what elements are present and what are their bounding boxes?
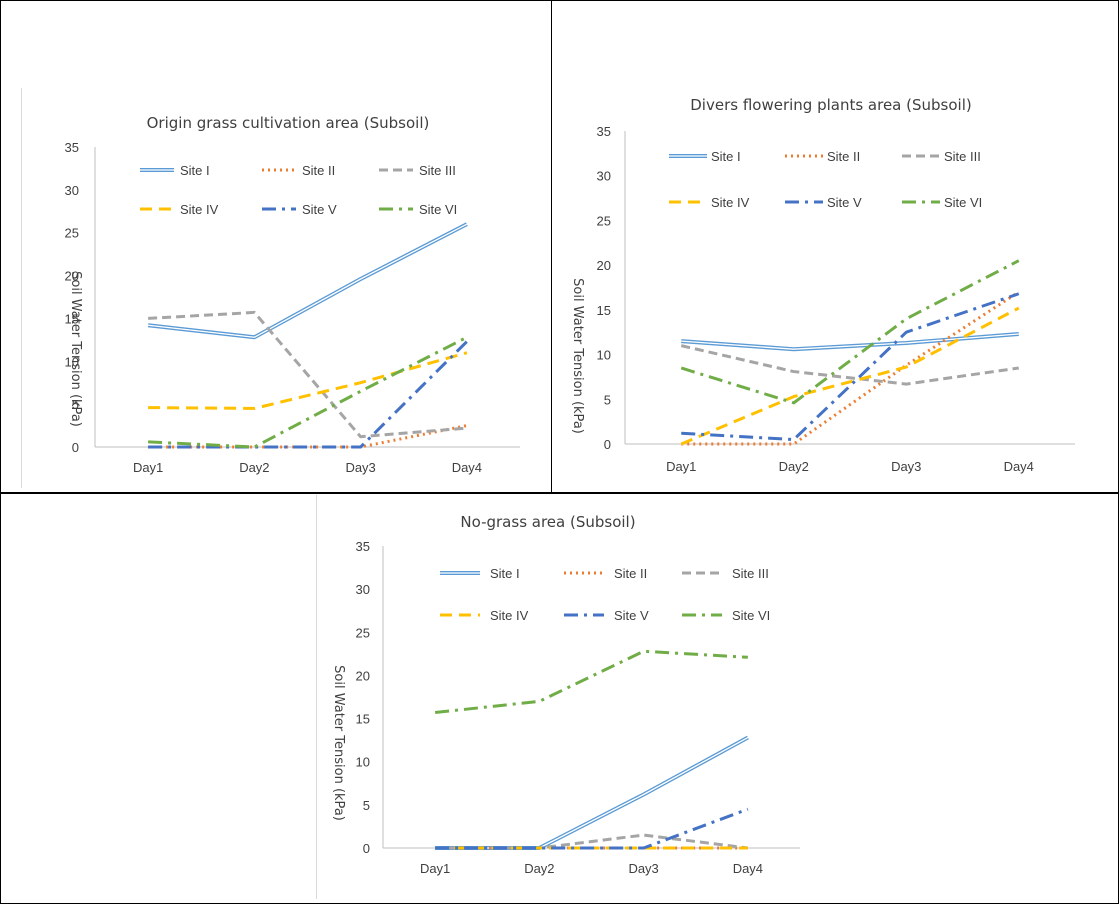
legend-label: Site II — [614, 566, 647, 581]
legend-item-2: Site II — [785, 149, 860, 164]
y-tick-label: 30 — [356, 582, 370, 597]
y-axis-label: Soil Water Tension (kPa) — [570, 278, 585, 434]
legend-item-5: Site V — [262, 202, 337, 217]
y-tick-label: 20 — [356, 668, 370, 683]
legend-label: Site IV — [490, 608, 529, 623]
y-tick-label: 10 — [597, 348, 611, 363]
legend-item-5: Site V — [785, 195, 862, 210]
y-tick-label: 35 — [356, 539, 370, 554]
y-tick-label: 15 — [65, 311, 79, 326]
legend-item-5: Site V — [564, 608, 649, 623]
legend-label: Site VI — [944, 195, 982, 210]
y-tick-label: 15 — [356, 712, 370, 727]
y-tick-label: 20 — [597, 258, 611, 273]
y-tick-label: 0 — [604, 437, 611, 452]
series-line-3 — [435, 833, 749, 850]
y-tick-label: 20 — [65, 269, 79, 284]
x-tick-label: Day4 — [1004, 459, 1034, 474]
legend-item-2: Site II — [564, 566, 647, 581]
x-tick-label: Day3 — [891, 459, 921, 474]
y-tick-label: 5 — [72, 397, 79, 412]
legend-item-3: Site III — [379, 163, 456, 178]
legend-label: Site III — [732, 566, 769, 581]
series-line-2 — [681, 290, 1020, 446]
y-tick-label: 25 — [597, 213, 611, 228]
y-tick-label: 0 — [363, 841, 370, 856]
series-line-2 — [148, 424, 468, 449]
series-line-3 — [148, 310, 467, 439]
legend-item-6: Site VI — [682, 608, 770, 623]
legend-item-1: Site I — [140, 163, 210, 178]
x-tick-label: Day2 — [524, 861, 554, 876]
legend-label: Site I — [180, 163, 210, 178]
chart-origin-grass: Origin grass cultivation area (Subsoil) … — [65, 114, 520, 475]
y-tick-label: 30 — [65, 183, 79, 198]
series-line-5 — [435, 807, 749, 850]
x-tick-label: Day3 — [628, 861, 658, 876]
legend-item-3: Site III — [682, 566, 769, 581]
x-tick-label: Day4 — [733, 861, 763, 876]
series-line-5 — [681, 292, 1020, 442]
legend-item-2: Site II — [262, 163, 335, 178]
series-line-4 — [148, 351, 468, 410]
series-line-6 — [148, 335, 468, 449]
legend-item-4: Site IV — [140, 202, 219, 217]
y-tick-label: 25 — [356, 625, 370, 640]
x-tick-label: Day1 — [133, 460, 163, 475]
x-tick-label: Day1 — [420, 861, 450, 876]
series-line-1 — [681, 332, 1019, 352]
legend-label: Site V — [614, 608, 649, 623]
y-tick-label: 10 — [65, 354, 79, 369]
legend-label: Site VI — [732, 608, 770, 623]
y-tick-label: 5 — [363, 798, 370, 813]
legend-item-1: Site I — [669, 149, 741, 164]
series-line-1 — [435, 735, 749, 850]
legend-label: Site II — [302, 163, 335, 178]
series-line-1 — [147, 222, 468, 340]
legend-item-3: Site III — [902, 149, 981, 164]
y-tick-label: 5 — [604, 392, 611, 407]
x-tick-label: Day4 — [452, 460, 482, 475]
legend-item-4: Site IV — [669, 195, 750, 210]
x-tick-label: Day1 — [666, 459, 696, 474]
y-tick-label: 15 — [597, 303, 611, 318]
legend-label: Site I — [490, 566, 520, 581]
legend-label: Site VI — [419, 202, 457, 217]
chart3-panel-edge — [316, 495, 317, 899]
chart-title: No-grass area (Subsoil) — [460, 513, 635, 531]
chart-no-grass: No-grass area (Subsoil) Soil Water Tensi… — [331, 513, 800, 876]
series-line-4 — [680, 306, 1020, 446]
legend-label: Site IV — [180, 202, 219, 217]
legend-label: Site V — [827, 195, 862, 210]
chart-title: Divers flowering plants area (Subsoil) — [690, 96, 971, 114]
series-line-6 — [680, 259, 1020, 405]
series-line-3 — [680, 344, 1019, 386]
legend-label: Site IV — [711, 195, 750, 210]
y-tick-label: 30 — [597, 169, 611, 184]
y-tick-label: 35 — [65, 140, 79, 155]
series-line-6 — [434, 649, 748, 715]
x-tick-label: Day2 — [779, 459, 809, 474]
y-tick-label: 25 — [65, 226, 79, 241]
legend-label: Site III — [944, 149, 981, 164]
y-tick-label: 10 — [356, 755, 370, 770]
legend-item-6: Site VI — [379, 202, 457, 217]
figure-divider — [551, 0, 552, 494]
x-tick-label: Day3 — [345, 460, 375, 475]
y-axis-label: Soil Water Tension (kPa) — [331, 665, 346, 821]
legend-label: Site III — [419, 163, 456, 178]
legend-label: Site V — [302, 202, 337, 217]
chart1-panel-edge — [21, 88, 22, 488]
legend-item-4: Site IV — [440, 608, 529, 623]
x-tick-label: Day2 — [239, 460, 269, 475]
y-tick-label: 35 — [597, 124, 611, 139]
legend-label: Site II — [827, 149, 860, 164]
y-axis-label: Soil Water Tension (kPa) — [68, 271, 83, 427]
legend-item-6: Site VI — [902, 195, 982, 210]
y-tick-label: 0 — [72, 440, 79, 455]
legend-item-1: Site I — [440, 566, 520, 581]
chart-flowering-plants: Divers flowering plants area (Subsoil) S… — [570, 96, 1075, 474]
chart-title: Origin grass cultivation area (Subsoil) — [147, 114, 430, 132]
legend-label: Site I — [711, 149, 741, 164]
